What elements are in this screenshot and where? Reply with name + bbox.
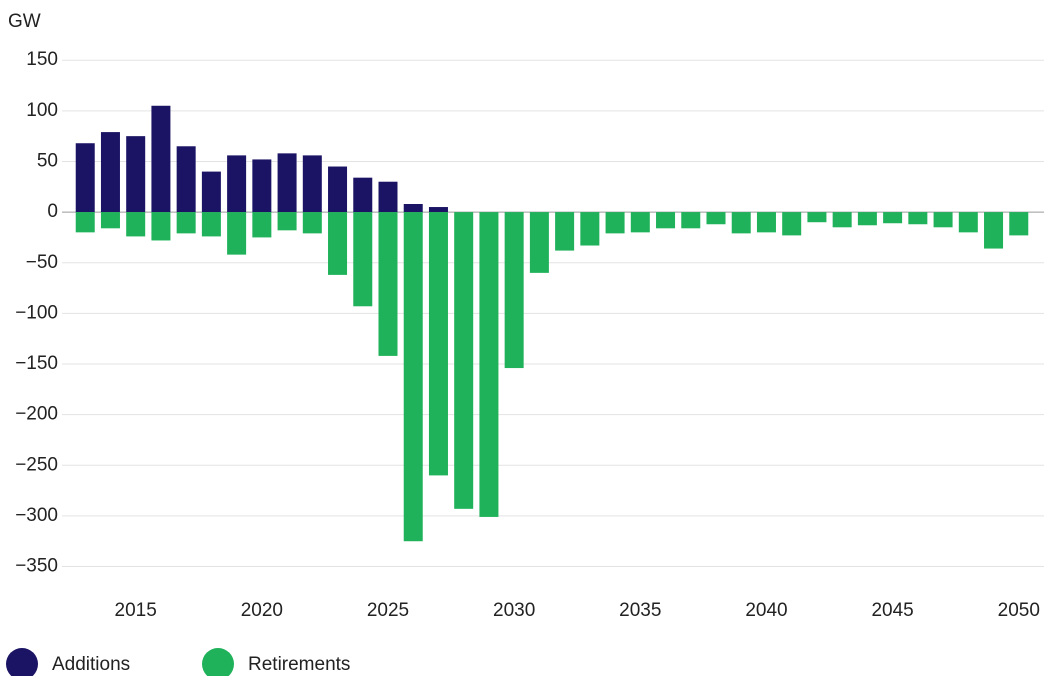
legend-label: Retirements <box>248 654 350 675</box>
x-tick-label: 2030 <box>493 600 535 621</box>
bar <box>984 212 1004 249</box>
bar <box>227 155 247 213</box>
bar <box>277 153 297 213</box>
y-tick-label: 100 <box>26 100 58 121</box>
bar <box>353 177 373 213</box>
bar <box>529 212 549 273</box>
y-axis-label: GW <box>8 11 41 32</box>
y-tick-label: −50 <box>26 252 58 273</box>
y-tick-label: 0 <box>47 201 58 222</box>
bar <box>908 212 928 225</box>
bar <box>403 203 423 213</box>
bar <box>126 136 146 213</box>
bar <box>227 212 247 255</box>
bar <box>1009 212 1029 236</box>
bar <box>555 212 575 251</box>
bar <box>378 212 398 356</box>
y-tick-label: 50 <box>37 150 58 171</box>
bar <box>176 212 196 234</box>
y-tick-label: −350 <box>15 556 58 577</box>
bar <box>731 212 751 234</box>
bar <box>656 212 676 229</box>
y-tick-label: −300 <box>15 505 58 526</box>
bar <box>756 212 776 233</box>
legend-swatch <box>202 648 234 676</box>
bar <box>252 159 272 213</box>
bar <box>706 212 726 225</box>
y-tick-label: −200 <box>15 404 58 425</box>
bar <box>857 212 877 226</box>
legend-swatch <box>6 648 38 676</box>
x-tick-label: 2025 <box>367 600 409 621</box>
bar <box>782 212 802 236</box>
bar <box>151 212 171 241</box>
bar <box>353 212 373 307</box>
bar <box>832 212 852 228</box>
bar <box>328 212 348 275</box>
bar <box>201 171 221 213</box>
bar <box>328 166 348 213</box>
y-tick-label: −250 <box>15 454 58 475</box>
bar <box>605 212 625 234</box>
bar <box>681 212 701 229</box>
x-tick-label: 2040 <box>745 600 787 621</box>
y-tick-label: −100 <box>15 302 58 323</box>
x-tick-label: 2045 <box>871 600 913 621</box>
bar <box>807 212 827 223</box>
bar <box>302 212 322 234</box>
bar <box>100 132 120 213</box>
bar <box>403 212 423 542</box>
bar <box>428 212 448 476</box>
bar <box>630 212 650 233</box>
bar <box>176 146 196 213</box>
bar <box>252 212 272 238</box>
x-tick-label: 2015 <box>115 600 157 621</box>
bar <box>958 212 978 233</box>
bar <box>378 181 398 213</box>
bar <box>933 212 953 228</box>
y-tick-label: 150 <box>26 49 58 70</box>
bar <box>479 212 499 517</box>
bar <box>201 212 221 237</box>
bar <box>151 105 171 213</box>
bar <box>883 212 903 224</box>
bar <box>454 212 474 509</box>
bar <box>126 212 146 237</box>
x-tick-label: 2020 <box>241 600 283 621</box>
bar <box>277 212 297 231</box>
legend-label: Additions <box>52 654 130 675</box>
bar <box>302 155 322 213</box>
y-tick-label: −150 <box>15 353 58 374</box>
bar <box>504 212 524 369</box>
bar <box>428 207 448 213</box>
x-tick-label: 2035 <box>619 600 661 621</box>
bar <box>75 143 95 213</box>
bar <box>580 212 600 246</box>
bar <box>75 212 95 233</box>
x-tick-label: 2050 <box>998 600 1040 621</box>
bar <box>100 212 120 229</box>
